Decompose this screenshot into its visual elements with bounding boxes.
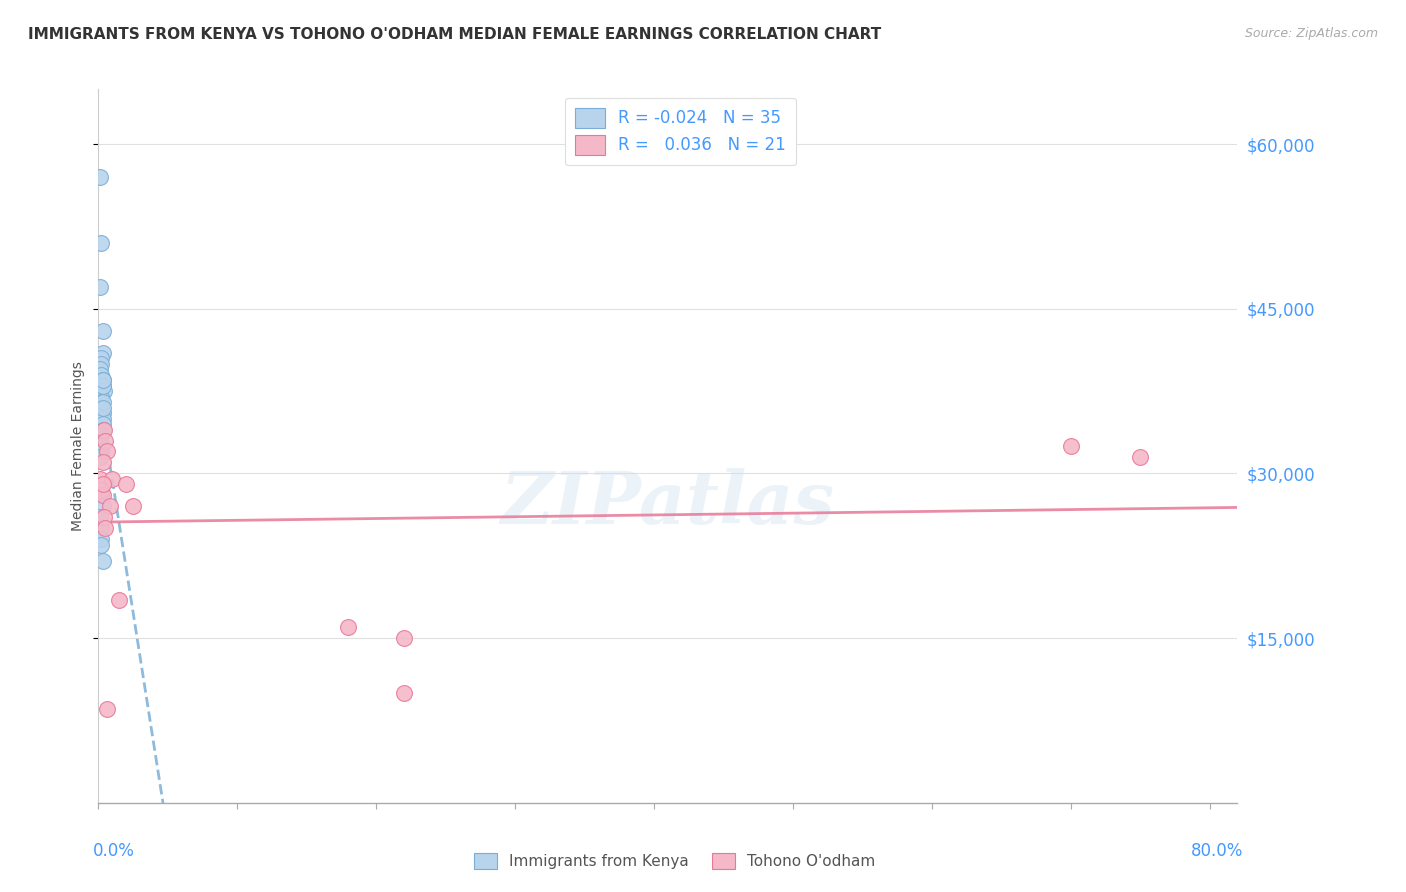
Point — [94, 434, 117, 448]
Point — [93, 510, 115, 524]
Point — [89, 510, 111, 524]
Point — [90, 428, 112, 442]
Point — [90, 444, 112, 458]
Point — [101, 472, 124, 486]
Point — [89, 362, 111, 376]
Point — [89, 434, 111, 448]
Point — [1059, 439, 1081, 453]
Point — [91, 477, 114, 491]
Point — [89, 280, 111, 294]
Text: 0.0%: 0.0% — [93, 842, 135, 860]
Point — [91, 500, 114, 514]
Point — [90, 439, 112, 453]
Point — [90, 488, 112, 502]
Point — [1129, 450, 1152, 464]
Point — [90, 483, 112, 497]
Point — [96, 702, 118, 716]
Text: Source: ZipAtlas.com: Source: ZipAtlas.com — [1244, 27, 1378, 40]
Point — [91, 406, 114, 420]
Point — [91, 488, 114, 502]
Point — [91, 423, 114, 437]
Point — [94, 521, 117, 535]
Point — [98, 500, 121, 514]
Point — [392, 686, 415, 700]
Point — [91, 395, 114, 409]
Point — [91, 411, 114, 425]
Point — [90, 533, 112, 547]
Legend: R = -0.024   N = 35, R =   0.036   N = 21: R = -0.024 N = 35, R = 0.036 N = 21 — [565, 97, 796, 165]
Text: 80.0%: 80.0% — [1191, 842, 1243, 860]
Point — [90, 395, 112, 409]
Text: IMMIGRANTS FROM KENYA VS TOHONO O'ODHAM MEDIAN FEMALE EARNINGS CORRELATION CHART: IMMIGRANTS FROM KENYA VS TOHONO O'ODHAM … — [28, 27, 882, 42]
Point — [90, 538, 112, 552]
Point — [91, 378, 114, 392]
Text: ZIPatlas: ZIPatlas — [501, 467, 835, 539]
Point — [115, 477, 138, 491]
Point — [91, 455, 114, 469]
Point — [96, 444, 118, 458]
Point — [392, 631, 415, 645]
Point — [89, 450, 111, 464]
Legend: Immigrants from Kenya, Tohono O'odham: Immigrants from Kenya, Tohono O'odham — [468, 847, 882, 875]
Point — [89, 169, 111, 184]
Point — [91, 378, 114, 392]
Point — [91, 345, 114, 359]
Point — [89, 472, 111, 486]
Point — [91, 373, 114, 387]
Point — [91, 554, 114, 568]
Point — [93, 384, 115, 398]
Point — [90, 521, 112, 535]
Point — [89, 401, 111, 415]
Point — [93, 423, 115, 437]
Point — [122, 500, 145, 514]
Y-axis label: Median Female Earnings: Median Female Earnings — [72, 361, 86, 531]
Point — [91, 373, 114, 387]
Point — [90, 357, 112, 371]
Point — [91, 401, 114, 415]
Point — [90, 351, 112, 366]
Point — [91, 417, 114, 431]
Point — [337, 620, 360, 634]
Point — [90, 390, 112, 404]
Point — [91, 324, 114, 338]
Point — [108, 592, 131, 607]
Point — [90, 368, 112, 382]
Point — [90, 235, 112, 250]
